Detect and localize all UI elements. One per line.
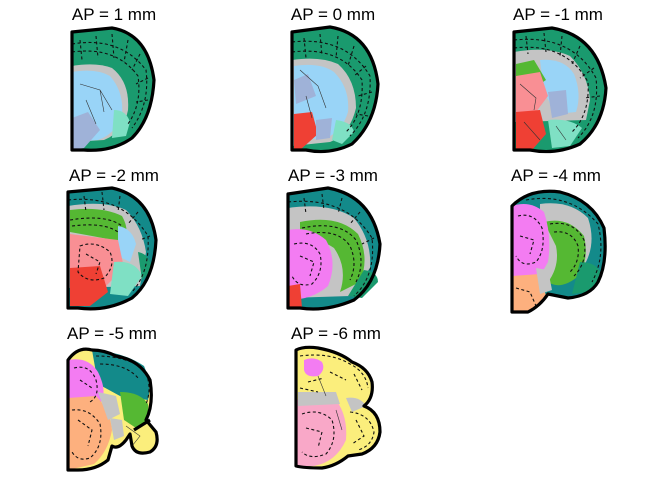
brain-section-ap-minus-4	[510, 189, 607, 314]
brain-section-ap-minus-3	[286, 186, 382, 311]
panel-title-ap-1: AP = 1 mm	[72, 5, 156, 24]
brain-section-ap-0	[290, 25, 380, 154]
panel-title-ap-minus-6: AP = -6 mm	[291, 324, 381, 343]
panel-title-ap-minus-3: AP = -3 mm	[288, 166, 378, 185]
brain-section-ap-minus-5	[66, 347, 159, 472]
brain-section-ap-1	[70, 26, 156, 152]
brain-section-ap-minus-1	[512, 26, 608, 154]
panel-title-ap-minus-2: AP = -2 mm	[69, 166, 159, 185]
panel-title-ap-minus-4: AP = -4 mm	[511, 166, 601, 185]
brain-section-ap-minus-6	[294, 345, 382, 470]
panel-title-ap-0: AP = 0 mm	[291, 5, 375, 24]
brain-section-ap-minus-2	[66, 186, 158, 311]
panel-title-ap-minus-1: AP = -1 mm	[513, 5, 603, 24]
panel-title-ap-minus-5: AP = -5 mm	[67, 324, 157, 343]
